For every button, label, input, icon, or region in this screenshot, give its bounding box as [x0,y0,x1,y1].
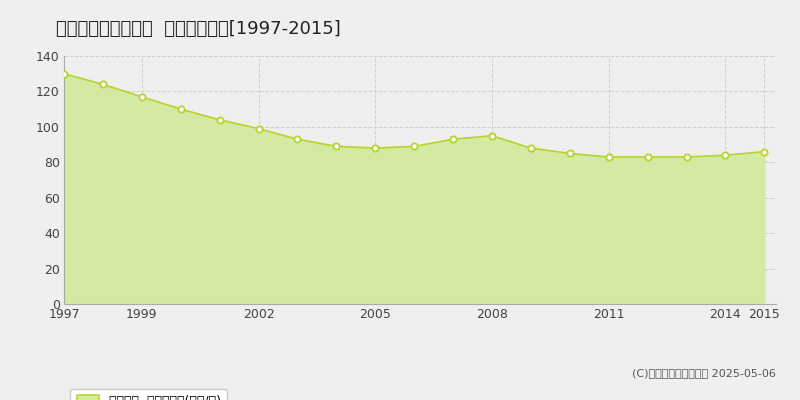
Legend: 基準地価  平均坤単価(万円/坤): 基準地価 平均坤単価(万円/坤) [70,389,227,400]
Text: (C)土地価格ドットコム 2025-05-06: (C)土地価格ドットコム 2025-05-06 [632,368,776,378]
Text: 大阪市都島区御幸町  基準地価推移[1997-2015]: 大阪市都島区御幸町 基準地価推移[1997-2015] [56,20,341,38]
